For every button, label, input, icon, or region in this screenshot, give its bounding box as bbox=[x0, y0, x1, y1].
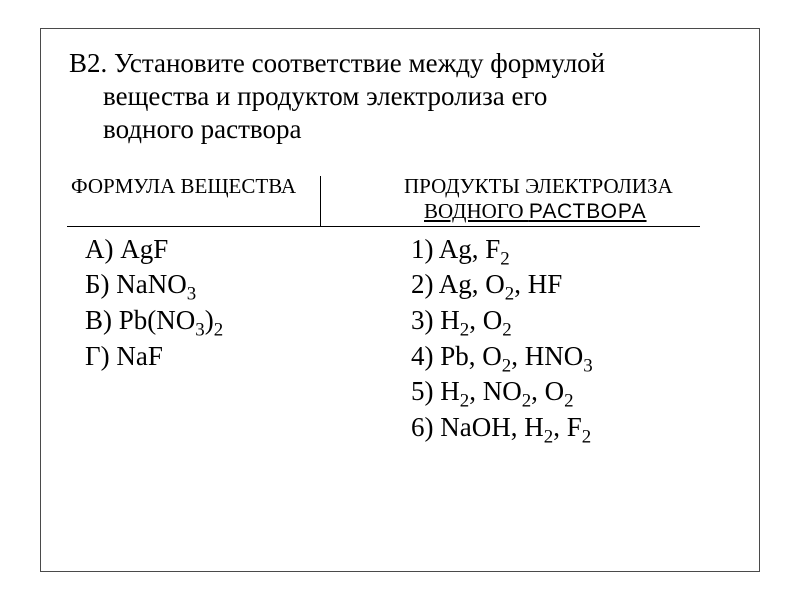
list-item: В) Pb(NO3)2 bbox=[85, 303, 407, 339]
list-item: 2) Ag, O2, HF bbox=[411, 267, 733, 303]
list-item: 3) H2, O2 bbox=[411, 303, 733, 339]
header-right-line1: ПРОДУКТЫ ЭЛЕКТРОЛИЗА bbox=[404, 174, 673, 198]
right-column: 1) Ag, F2 2) Ag, O2, HF 3) H2, O2 4) Pb,… bbox=[407, 232, 733, 446]
content-frame: В2. Установите соответствие между формул… bbox=[40, 28, 760, 572]
question-text: В2. Установите соответствие между формул… bbox=[67, 47, 733, 146]
list-item: Б) NaNO3 bbox=[85, 267, 407, 303]
vertical-rule bbox=[320, 176, 321, 226]
question-prefix: В2. bbox=[69, 48, 114, 78]
question-line3: водного раствора bbox=[69, 113, 733, 146]
list-item: Г) NaF bbox=[85, 339, 407, 375]
slide: В2. Установите соответствие между формул… bbox=[0, 0, 800, 600]
list-item: 1) Ag, F2 bbox=[411, 232, 733, 268]
list-item: А) AgF bbox=[85, 232, 407, 268]
list-item: 6) NaOH, H2, F2 bbox=[411, 410, 733, 446]
question-line1: Установите соответствие между формулой bbox=[114, 48, 605, 78]
list-item: 5) H2, NO2, O2 bbox=[411, 374, 733, 410]
horizontal-rule bbox=[67, 226, 700, 227]
header-right-line2a: ВОДНОГО РАСТВОРА bbox=[424, 199, 647, 223]
table-header: ФОРМУЛА ВЕЩЕСТВА ПРОДУКТЫ ЭЛЕКТРОЛИЗА ВО… bbox=[67, 174, 733, 226]
left-column: А) AgF Б) NaNO3 В) Pb(NO3)2 Г) NaF bbox=[67, 232, 407, 446]
list-item: 4) Pb, O2, HNO3 bbox=[411, 339, 733, 375]
table-body: А) AgF Б) NaNO3 В) Pb(NO3)2 Г) NaF 1) Ag… bbox=[67, 232, 733, 446]
question-line2: вещества и продуктом электролиза его bbox=[69, 80, 733, 113]
header-left: ФОРМУЛА ВЕЩЕСТВА bbox=[67, 174, 400, 226]
header-right: ПРОДУКТЫ ЭЛЕКТРОЛИЗА ВОДНОГО РАСТВОРА bbox=[400, 174, 733, 226]
header-right-line2: ВОДНОГО РАСТВОРА bbox=[404, 199, 733, 224]
